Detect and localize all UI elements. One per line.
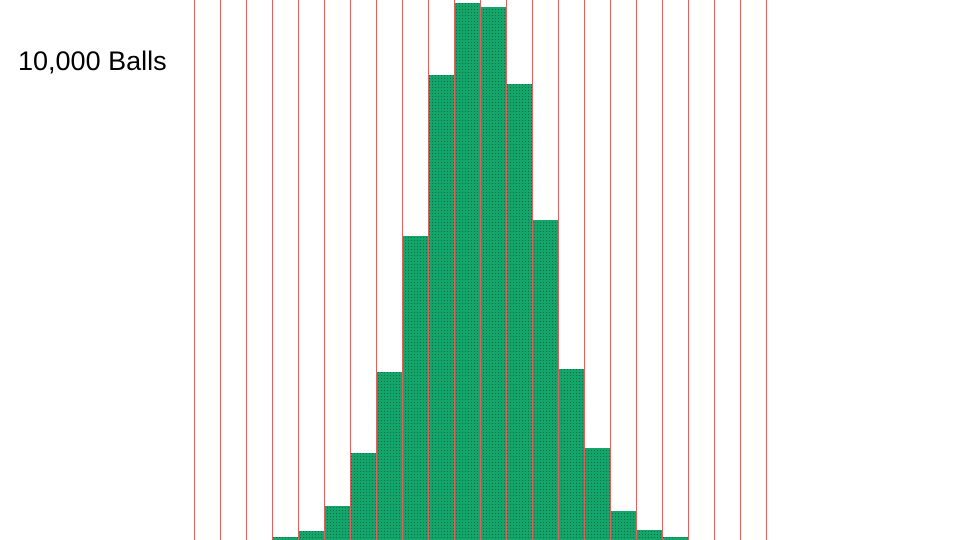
- pile: [350, 453, 376, 540]
- pile: [376, 372, 402, 540]
- ball-count: 10,000 Balls: [18, 46, 167, 76]
- pile: [636, 530, 662, 540]
- pile: [324, 506, 350, 540]
- pile: [506, 84, 532, 540]
- pile: [610, 511, 636, 540]
- pile: [480, 7, 506, 540]
- pile: [272, 537, 298, 540]
- dividers: [194, 0, 767, 540]
- pile: [402, 236, 428, 540]
- pile: [662, 537, 688, 540]
- pile: [584, 448, 610, 540]
- pile: [298, 531, 324, 540]
- pile: [558, 369, 584, 540]
- piles: [272, 3, 688, 540]
- pile: [428, 75, 454, 540]
- pile: [532, 220, 558, 540]
- pile: [454, 3, 480, 540]
